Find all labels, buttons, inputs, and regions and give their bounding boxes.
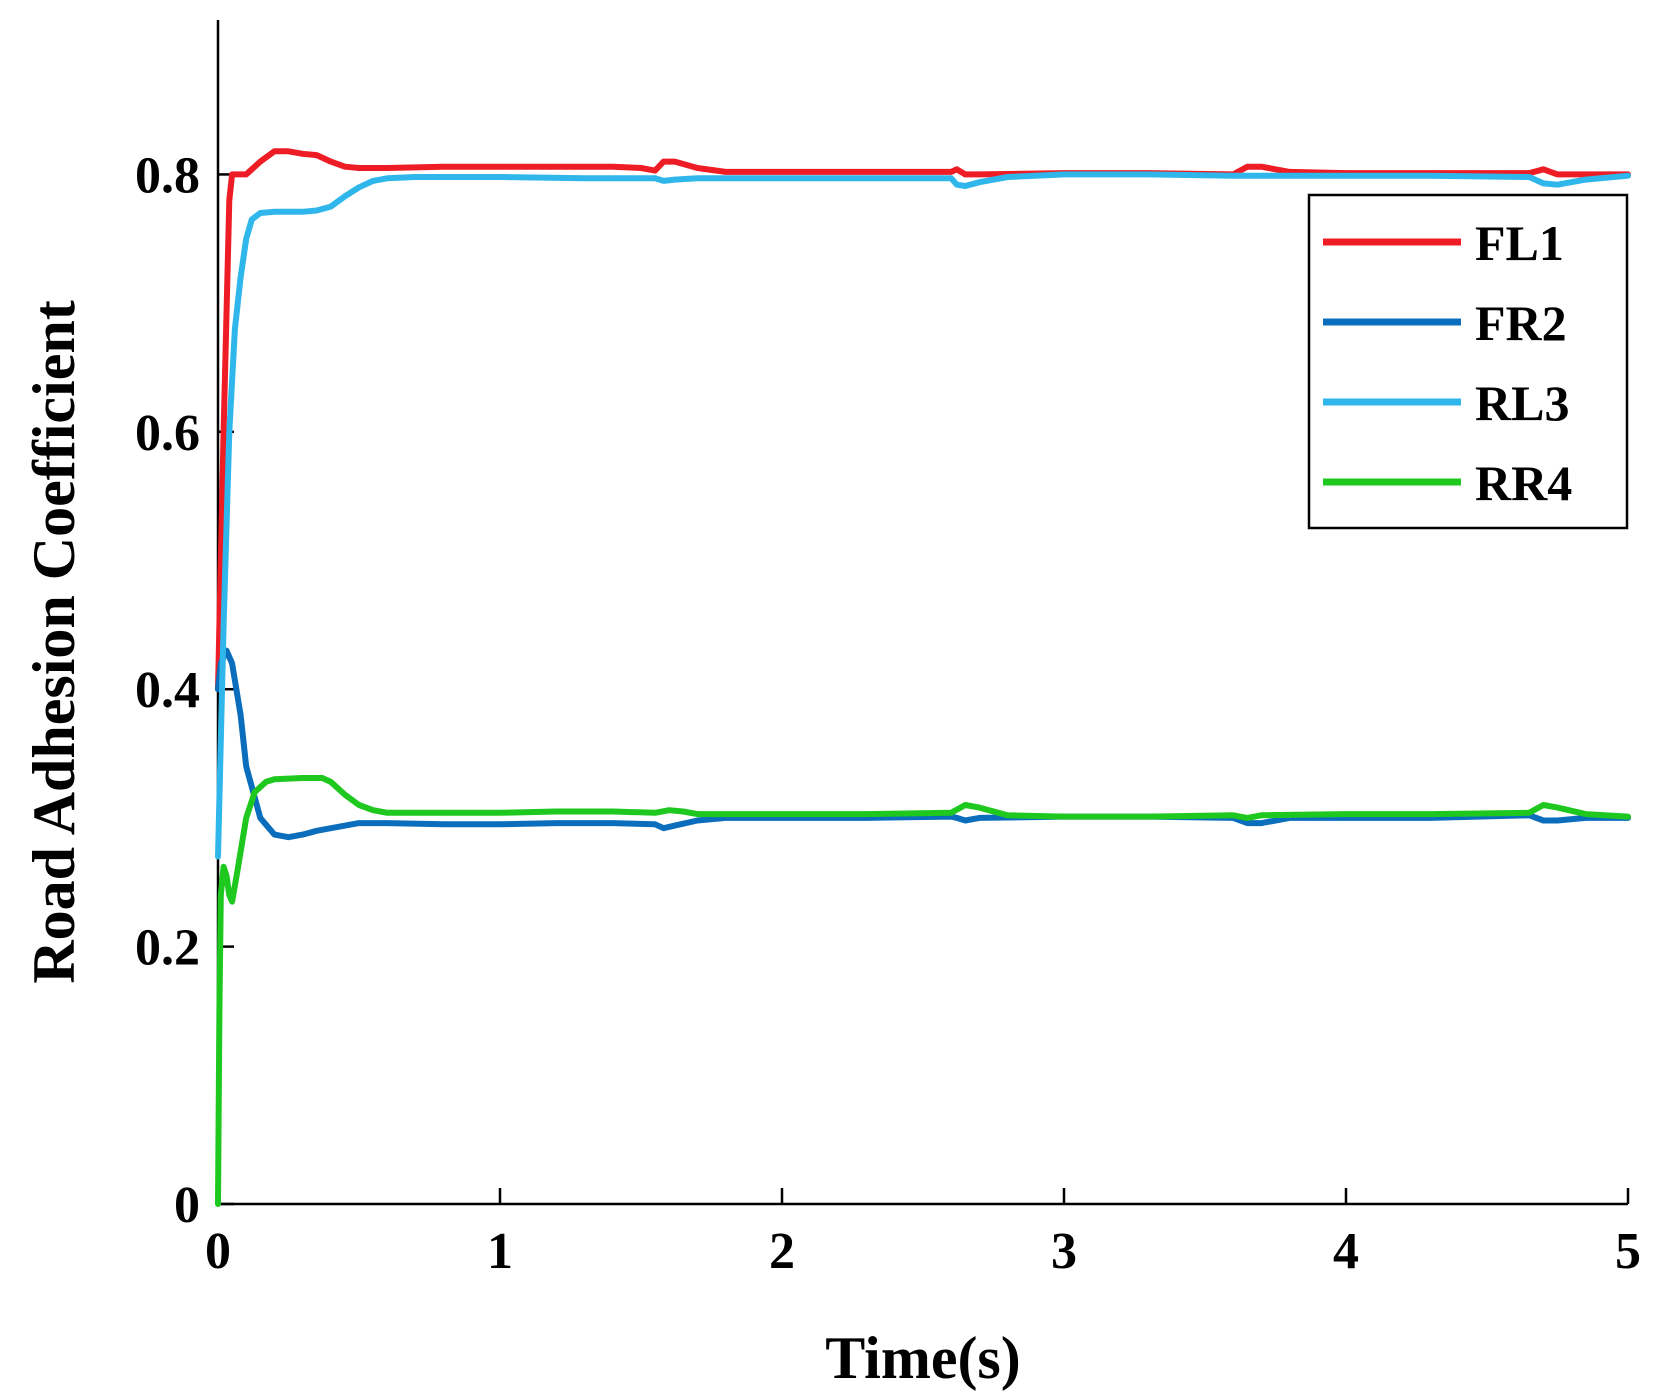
y-tick-label: 0.6 xyxy=(135,405,200,462)
x-tick-label: 4 xyxy=(1333,1223,1359,1280)
y-tick-label: 0.8 xyxy=(135,147,200,204)
y-tick-label: 0.2 xyxy=(135,920,200,977)
x-tick-label: 1 xyxy=(487,1223,513,1280)
legend-box xyxy=(1307,193,1629,530)
x-tick-label: 3 xyxy=(1051,1223,1077,1280)
y-axis-label: Road Adhesion Coefficient xyxy=(21,300,87,983)
legend-label-fl1: FL1 xyxy=(1475,215,1564,271)
x-tick-label: 2 xyxy=(769,1223,795,1280)
series-line-rl3 xyxy=(215,171,1631,860)
y-tick-label: 0.4 xyxy=(135,662,200,719)
x-tick-label: 0 xyxy=(205,1223,231,1280)
y-tick-label: 0 xyxy=(174,1177,200,1234)
legend-label-rl3: RL3 xyxy=(1475,375,1569,431)
series-line-fr2 xyxy=(215,647,1631,841)
series-layer xyxy=(215,148,1631,1207)
x-tick-label: 5 xyxy=(1615,1223,1641,1280)
legend-label-fr2: FR2 xyxy=(1475,295,1567,351)
series-line-fl1 xyxy=(215,148,1631,693)
legend-label-rr4: RR4 xyxy=(1475,455,1572,511)
x-axis-label: Time(s) xyxy=(825,1325,1021,1391)
ticks: 0 1 2 3 4 5 0 0.2 0.4 0.6 0.8 xyxy=(135,147,1641,1280)
series-line-rr4 xyxy=(215,775,1631,1207)
legend: FL1 FR2 RL3 RR4 xyxy=(1307,193,1629,530)
